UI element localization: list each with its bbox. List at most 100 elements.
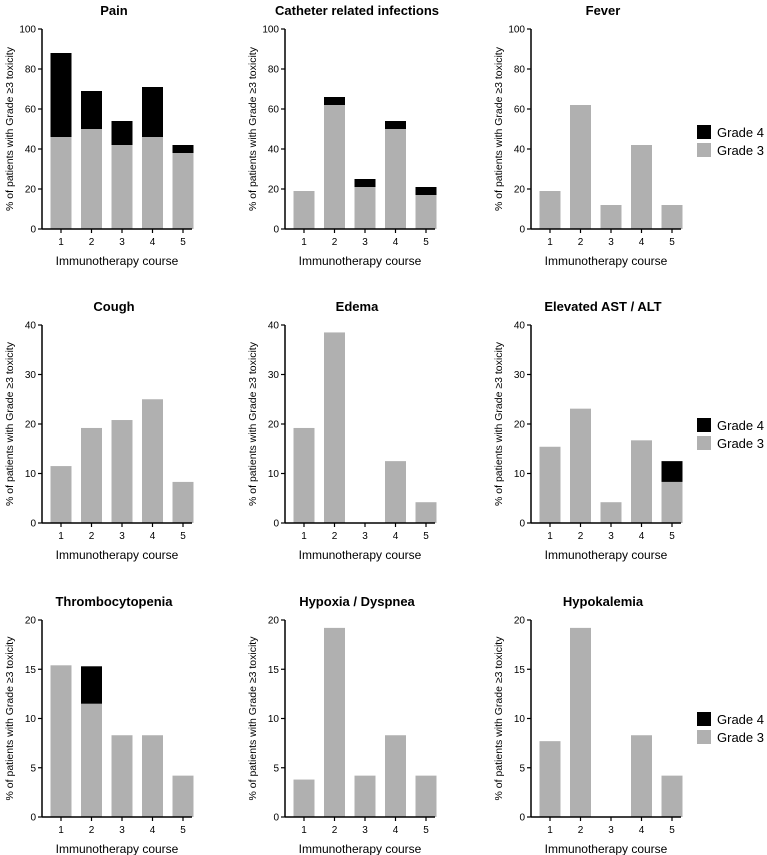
legend-row-2: Grade 4 Grade 3 (697, 418, 764, 451)
x-axis-label: Immunotherapy course (545, 842, 668, 855)
bar-grade3 (172, 481, 194, 523)
x-axis-label: Immunotherapy course (299, 254, 422, 268)
chart-title: Edema (336, 299, 379, 314)
y-axis-label: % of patients with Grade ≥3 toxicity (493, 341, 505, 506)
chart-title: Catheter related infections (275, 3, 439, 18)
x-tick-label: 3 (362, 237, 368, 248)
bar-grade4 (111, 121, 133, 145)
x-tick-label: 1 (301, 825, 307, 836)
x-axis-label: Immunotherapy course (56, 842, 179, 855)
y-tick-label: 60 (514, 105, 526, 116)
y-tick-label: 0 (30, 225, 36, 236)
bar-grade4 (354, 179, 376, 187)
chart-title: Hypokalemia (563, 594, 644, 609)
y-tick-label: 10 (268, 469, 280, 480)
bar-grade3 (415, 195, 437, 229)
bar-grade3 (142, 735, 163, 817)
chart-panel-2: Catheter related infections 1 2 3 4 5 0 20 40 60 8… (247, 3, 439, 268)
x-tick-label: 2 (89, 825, 95, 836)
x-tick-label: 3 (362, 531, 368, 542)
bar-grade4 (324, 97, 345, 105)
bar-grade3 (111, 145, 133, 229)
bar-grade3 (385, 461, 406, 523)
x-axis-label: Immunotherapy course (299, 842, 422, 855)
bar-grade3 (324, 105, 345, 229)
bar-grade3 (631, 145, 652, 229)
chart-panel-8: Hypoxia / Dyspnea 1 2 3 4 5 0 5 10 15 20 Immunother… (247, 594, 437, 855)
y-tick-label: 80 (268, 65, 280, 76)
chart-title: Cough (93, 299, 134, 314)
x-tick-label: 1 (547, 825, 553, 836)
bar-grade4 (50, 53, 72, 137)
y-tick-label: 0 (273, 519, 279, 530)
bar-grade4 (415, 187, 437, 195)
y-tick-label: 15 (514, 665, 526, 676)
x-tick-label: 5 (180, 531, 186, 542)
bar-grade3 (172, 153, 194, 229)
legend-grade4-swatch (697, 418, 711, 432)
y-tick-label: 20 (514, 420, 526, 431)
x-tick-label: 4 (393, 825, 399, 836)
x-tick-label: 3 (608, 825, 614, 836)
legend-grade4-label: Grade 4 (717, 712, 764, 727)
y-tick-label: 100 (262, 25, 279, 36)
y-tick-label: 30 (25, 370, 37, 381)
x-axis-label: Immunotherapy course (299, 548, 422, 562)
legend-grade4-label: Grade 4 (717, 125, 764, 140)
y-tick-label: 10 (514, 714, 526, 725)
bar-grade3 (293, 191, 315, 229)
y-tick-label: 0 (519, 519, 525, 530)
x-tick-label: 3 (608, 531, 614, 542)
y-tick-label: 10 (25, 714, 37, 725)
y-tick-label: 10 (268, 714, 280, 725)
chart-panel-1: Pain 1 2 3 4 5 0 20 40 60 80 100 Immunotherapy cours… (4, 3, 194, 268)
legend-grade4-label: Grade 4 (717, 418, 764, 433)
chart-panel-5: Edema 1 2 3 4 5 0 10 20 30 40 Immunotherapy course%… (247, 299, 437, 562)
bar-grade3 (172, 775, 194, 817)
x-tick-label: 5 (423, 825, 429, 836)
bar-grade3 (415, 502, 437, 523)
bar-grade3 (81, 129, 102, 229)
x-tick-label: 1 (301, 237, 307, 248)
y-tick-label: 30 (268, 370, 280, 381)
x-tick-label: 2 (89, 237, 95, 248)
y-tick-label: 5 (519, 763, 525, 774)
y-tick-label: 40 (25, 321, 37, 332)
x-tick-label: 4 (639, 237, 645, 248)
y-tick-label: 20 (514, 185, 526, 196)
x-tick-label: 1 (58, 531, 64, 542)
legend-grade3-label: Grade 3 (717, 436, 764, 451)
y-tick-label: 40 (25, 145, 37, 156)
x-tick-label: 4 (150, 237, 156, 248)
x-axis-label: Immunotherapy course (545, 254, 668, 268)
bar-grade3 (415, 775, 437, 817)
y-tick-label: 20 (268, 420, 280, 431)
y-tick-label: 0 (273, 813, 279, 824)
bar-grade3 (354, 775, 376, 817)
bar-grade3 (293, 779, 315, 817)
bar-grade3 (661, 205, 683, 229)
x-tick-label: 5 (180, 825, 186, 836)
x-tick-label: 2 (578, 237, 584, 248)
y-tick-label: 15 (268, 665, 280, 676)
x-tick-label: 3 (608, 237, 614, 248)
bar-grade3 (50, 665, 72, 817)
x-tick-label: 3 (362, 825, 368, 836)
x-tick-label: 4 (150, 825, 156, 836)
x-tick-label: 5 (669, 825, 675, 836)
y-axis-label: % of patients with Grade ≥3 toxicity (4, 341, 16, 506)
bar-grade3 (631, 440, 652, 523)
x-tick-label: 2 (332, 825, 338, 836)
bar-grade3 (50, 137, 72, 229)
bar-grade3 (661, 775, 683, 817)
y-tick-label: 40 (514, 321, 526, 332)
y-tick-label: 0 (30, 519, 36, 530)
y-tick-label: 15 (25, 665, 37, 676)
bar-grade3 (539, 741, 561, 817)
y-tick-label: 20 (268, 185, 280, 196)
chart-title: Pain (100, 3, 128, 18)
x-tick-label: 4 (639, 531, 645, 542)
x-axis-label: Immunotherapy course (56, 548, 179, 562)
bar-grade4 (81, 666, 102, 704)
